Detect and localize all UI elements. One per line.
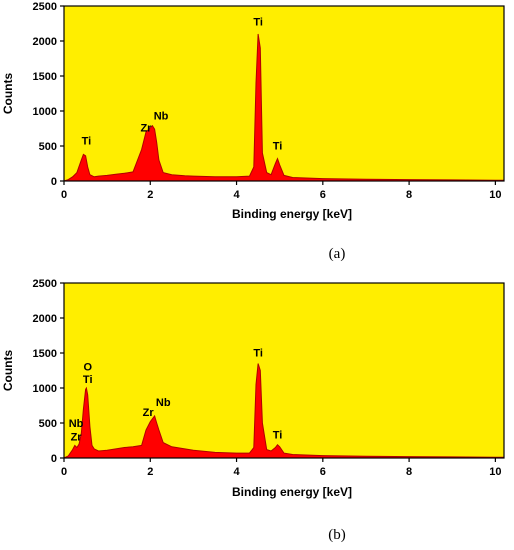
x-tick-label: 4 — [233, 189, 240, 201]
x-tick-label: 6 — [320, 466, 326, 478]
peak-label: Nb — [156, 397, 171, 409]
plot-background — [64, 283, 504, 458]
peak-label: Zr — [143, 407, 155, 419]
y-tick-label: 2000 — [33, 36, 57, 48]
chart-panel-a: 0 500 1000 1500 2000 2500 0 2 4 6 8 10 Binding energ… — [1, 1, 505, 262]
x-tick-label: 0 — [61, 189, 67, 201]
x-tick-label: 2 — [147, 466, 153, 478]
panel-caption: (b) — [328, 527, 346, 543]
spectrum-area — [63, 33, 505, 182]
peak-label: Ti — [253, 17, 263, 29]
y-tick-label: 2500 — [33, 278, 57, 290]
x-axis-label: Binding energy [keV] — [232, 485, 352, 499]
peak-label: O — [83, 362, 92, 374]
x-tick-label: 10 — [489, 189, 501, 201]
peak-label: Ti — [83, 374, 93, 386]
peak-label: Zr — [71, 432, 83, 444]
chart-panel-b: 0 500 1000 1500 2000 2500 0 2 4 6 8 10 Binding energ… — [1, 278, 505, 543]
x-tick-label: 4 — [233, 466, 240, 478]
y-tick-label: 1000 — [33, 106, 57, 118]
peak-label: Zr — [140, 122, 152, 134]
peak-label: Ti — [253, 348, 263, 360]
x-tick-label: 8 — [406, 466, 412, 478]
y-axis-label: Counts — [1, 350, 15, 392]
x-tick-label: 10 — [489, 466, 501, 478]
y-tick-label: 1000 — [33, 383, 57, 395]
x-tick-label: 0 — [61, 466, 67, 478]
y-tick-label: 500 — [39, 418, 57, 430]
plot-frame — [63, 282, 505, 459]
peak-label: Ti — [82, 136, 92, 148]
y-tick-label: 1500 — [33, 348, 57, 360]
spectrum-area — [63, 363, 505, 459]
y-tick-label: 1500 — [33, 71, 57, 83]
peak-label: Nb — [154, 110, 169, 122]
plot-background — [64, 6, 504, 181]
peak-label: Ti — [273, 141, 283, 153]
peak-label: Ti — [273, 429, 283, 441]
x-tick-label: 2 — [147, 189, 153, 201]
x-axis-label: Binding energy [keV] — [232, 207, 352, 221]
y-tick-label: 500 — [39, 141, 57, 153]
plot-frame — [63, 5, 505, 182]
y-tick-label: 0 — [51, 176, 57, 188]
y-tick-label: 2500 — [33, 1, 57, 13]
x-tick-label: 6 — [320, 189, 326, 201]
peak-label: Nb — [69, 418, 84, 430]
y-axis-label: Counts — [1, 73, 15, 115]
panel-caption: (a) — [329, 246, 346, 262]
x-tick-label: 8 — [406, 189, 412, 201]
y-tick-label: 0 — [51, 453, 57, 465]
y-tick-label: 2000 — [33, 313, 57, 325]
